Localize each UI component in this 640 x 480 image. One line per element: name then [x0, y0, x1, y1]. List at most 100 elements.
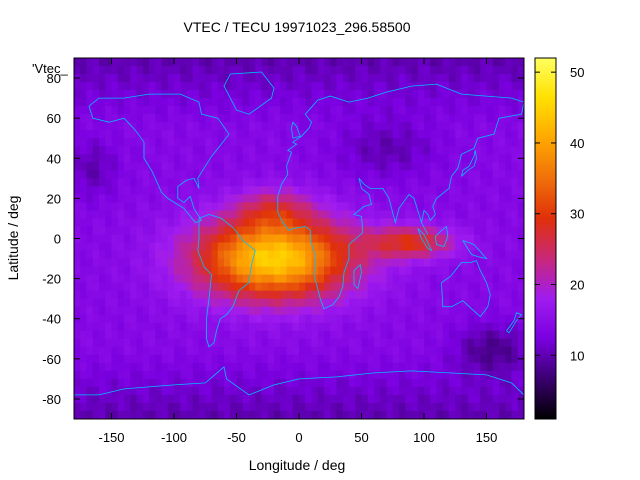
heatmap-cell	[349, 314, 356, 324]
heatmap-cell	[417, 218, 425, 227]
heatmap-cell	[399, 258, 406, 267]
heatmap-cell	[99, 338, 106, 348]
heatmap-cell	[505, 306, 512, 316]
heatmap-cell	[317, 130, 325, 139]
heatmap-cell	[236, 410, 244, 420]
heatmap-cell	[417, 250, 425, 259]
heatmap-cell	[117, 66, 125, 75]
heatmap-cell	[249, 314, 256, 324]
heatmap-cell	[292, 394, 300, 404]
heatmap-cell	[117, 186, 125, 195]
heatmap-cell	[367, 218, 375, 227]
heatmap-cell	[492, 386, 500, 396]
heatmap-cell	[399, 266, 406, 275]
heatmap-cell	[292, 378, 300, 388]
heatmap-cell	[261, 234, 269, 243]
heatmap-cell	[505, 242, 512, 251]
heatmap-cell	[336, 146, 344, 155]
heatmap-cell	[161, 322, 169, 332]
heatmap-cell	[311, 194, 319, 203]
heatmap-cell	[374, 290, 381, 300]
heatmap-cell	[386, 186, 394, 195]
heatmap-cell	[136, 306, 144, 316]
heatmap-cell	[92, 162, 100, 171]
heatmap-cell	[311, 354, 319, 364]
heatmap-cell	[92, 322, 100, 332]
heatmap-cell	[511, 154, 519, 163]
heatmap-cell	[242, 330, 250, 340]
heatmap-cell	[392, 74, 400, 83]
heatmap-cell	[449, 290, 456, 300]
heatmap-cell	[430, 178, 437, 187]
heatmap-cell	[205, 226, 212, 235]
heatmap-cell	[92, 386, 100, 396]
heatmap-cell	[230, 122, 237, 131]
heatmap-cell	[86, 282, 94, 292]
heatmap-cell	[392, 122, 400, 131]
heatmap-cell	[324, 186, 331, 195]
heatmap-cell	[336, 258, 344, 267]
heatmap-cell	[305, 234, 312, 243]
heatmap-cell	[74, 130, 81, 139]
heatmap-cell	[430, 330, 437, 340]
heatmap-cell	[192, 298, 200, 308]
heatmap-cell	[361, 210, 369, 219]
heatmap-cell	[224, 394, 231, 404]
heatmap-cell	[324, 66, 331, 75]
heatmap-cell	[367, 202, 375, 211]
heatmap-cell	[399, 226, 406, 235]
heatmap-cell	[449, 242, 456, 251]
heatmap-cell	[111, 362, 119, 372]
heatmap-cell	[305, 394, 312, 404]
heatmap-cell	[330, 74, 337, 83]
heatmap-cell	[224, 250, 231, 259]
heatmap-cell	[149, 170, 156, 179]
heatmap-cell	[386, 170, 394, 179]
heatmap-cell	[492, 226, 500, 235]
heatmap-cell	[317, 226, 325, 235]
heatmap-cell	[417, 386, 425, 396]
heatmap-cell	[374, 314, 381, 324]
heatmap-cell	[305, 346, 312, 356]
heatmap-cell	[305, 314, 312, 324]
heatmap-cell	[511, 186, 519, 195]
heatmap-cell	[492, 74, 500, 83]
heatmap-cell	[155, 354, 162, 364]
heatmap-cell	[80, 122, 87, 131]
heatmap-cell	[205, 250, 212, 259]
heatmap-cell	[180, 410, 187, 420]
heatmap-cell	[342, 74, 350, 83]
heatmap-cell	[342, 226, 350, 235]
heatmap-cell	[455, 170, 462, 179]
heatmap-cell	[167, 370, 175, 380]
heatmap-cell	[355, 250, 362, 259]
heatmap-cell	[286, 330, 294, 340]
heatmap-cell	[155, 378, 162, 388]
heatmap-cell	[136, 314, 144, 324]
heatmap-cell	[124, 202, 131, 211]
heatmap-cell	[205, 234, 212, 243]
heatmap-cell	[111, 218, 119, 227]
heatmap-cell	[130, 354, 137, 364]
heatmap-cell	[86, 330, 94, 340]
heatmap-cell	[311, 314, 319, 324]
heatmap-cell	[374, 306, 381, 316]
heatmap-cell	[511, 338, 519, 348]
heatmap-cell	[499, 202, 506, 211]
heatmap-cell	[349, 282, 356, 292]
heatmap-cell	[136, 178, 144, 187]
heatmap-cell	[380, 82, 387, 91]
heatmap-cell	[380, 306, 387, 316]
heatmap-cell	[511, 106, 519, 115]
heatmap-cell	[249, 274, 256, 284]
heatmap-cell	[336, 338, 344, 348]
heatmap-cell	[249, 242, 256, 251]
heatmap-cell	[130, 402, 137, 412]
heatmap-cell	[286, 378, 294, 388]
heatmap-cell	[349, 146, 356, 155]
heatmap-cell	[136, 242, 144, 251]
heatmap-cell	[361, 194, 369, 203]
heatmap-cell	[305, 226, 312, 235]
heatmap-cell	[461, 234, 469, 243]
heatmap-cell	[499, 106, 506, 115]
